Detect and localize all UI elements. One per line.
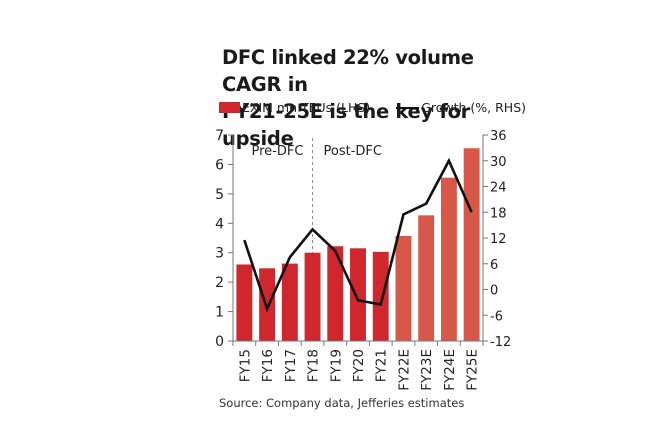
- x-axis-label-fy16: FY16: [260, 349, 276, 382]
- x-axis-label-fy20: FY20: [351, 349, 367, 382]
- right-axis-tick-label: 24: [490, 181, 507, 196]
- chart-legend: EXIM mn TEUs (LHS) Growth (%, RHS): [219, 100, 526, 115]
- left-axis-tick-label: 7: [215, 128, 224, 144]
- bar-fy23e: [418, 215, 435, 341]
- right-axis-tick-label: 12: [490, 232, 507, 247]
- bar-fy21: [372, 251, 389, 341]
- chart-title-line-1: DFC linked 22% volume CAGR in: [222, 46, 474, 96]
- legend-line-label: Growth (%, RHS): [421, 100, 527, 115]
- left-axis-tick-label: 3: [215, 246, 224, 262]
- left-axis-tick-label: 5: [215, 187, 224, 203]
- bar-fy17: [281, 263, 298, 341]
- chart-title: DFC linked 22% volume CAGR in FY21-25E i…: [222, 44, 522, 152]
- x-axis-label-fy25e: FY25E: [465, 349, 481, 391]
- right-axis-tick-label: 6: [490, 258, 498, 273]
- left-axis: 0 1 2 3 4 5 6 7: [215, 128, 234, 350]
- bar-fy25e: [463, 148, 480, 341]
- x-axis-label-fy22e: FY22E: [396, 349, 412, 391]
- legend-bar-label: EXIM mn TEUs (LHS): [242, 100, 371, 115]
- bar-fy20: [350, 248, 366, 341]
- left-axis-tick-label: 1: [215, 305, 224, 321]
- x-axis-label-fy15: FY15: [237, 349, 253, 382]
- right-axis-tick-label: -6: [490, 309, 503, 324]
- x-axis: FY15 FY16 FY17 FY18 FY19 FY20 FY21 FY22E FY23E FY…: [232, 340, 484, 391]
- x-axis-label-fy24e: FY24E: [442, 349, 458, 391]
- left-axis-tick-label: 2: [215, 275, 224, 291]
- x-axis-label-fy21: FY21: [374, 349, 390, 382]
- bar-fy15: [236, 264, 253, 341]
- left-axis-tick-label: 4: [215, 216, 224, 232]
- bar-fy24e: [440, 177, 457, 341]
- x-axis-label-fy18: FY18: [306, 349, 322, 382]
- bar-fy19: [327, 246, 344, 341]
- x-axis-label-fy19: FY19: [328, 349, 344, 382]
- right-axis-tick-label: 0: [490, 284, 498, 299]
- left-axis-tick-label: 0: [215, 334, 224, 350]
- annotation-pre-dfc: Pre-DFC: [251, 144, 303, 159]
- legend-bar-swatch: [219, 102, 240, 113]
- chart-source: Source: Company data, Jefferies estimate…: [219, 396, 465, 410]
- bar-fy16: [259, 268, 276, 341]
- x-axis-label-fy17: FY17: [283, 349, 299, 382]
- right-axis: -12 -6 0 6 12 18 24 30 36: [482, 129, 511, 350]
- bar-fy22e: [395, 235, 412, 341]
- left-axis-tick-label: 6: [215, 157, 224, 173]
- annotation-post-dfc: Post-DFC: [324, 144, 382, 159]
- x-axis-label-fy23e: FY23E: [419, 349, 435, 391]
- right-axis-tick-label: -12: [490, 335, 511, 350]
- right-axis-tick-label: 30: [490, 155, 507, 170]
- bar-series: [236, 148, 480, 341]
- chart-title-line-2: FY21-25E is the key for upside: [222, 100, 470, 150]
- right-axis-tick-label: 18: [490, 206, 507, 221]
- right-axis-tick-label: 36: [490, 129, 507, 144]
- bar-fy18: [304, 252, 321, 341]
- legend-line-swatch: [396, 106, 420, 109]
